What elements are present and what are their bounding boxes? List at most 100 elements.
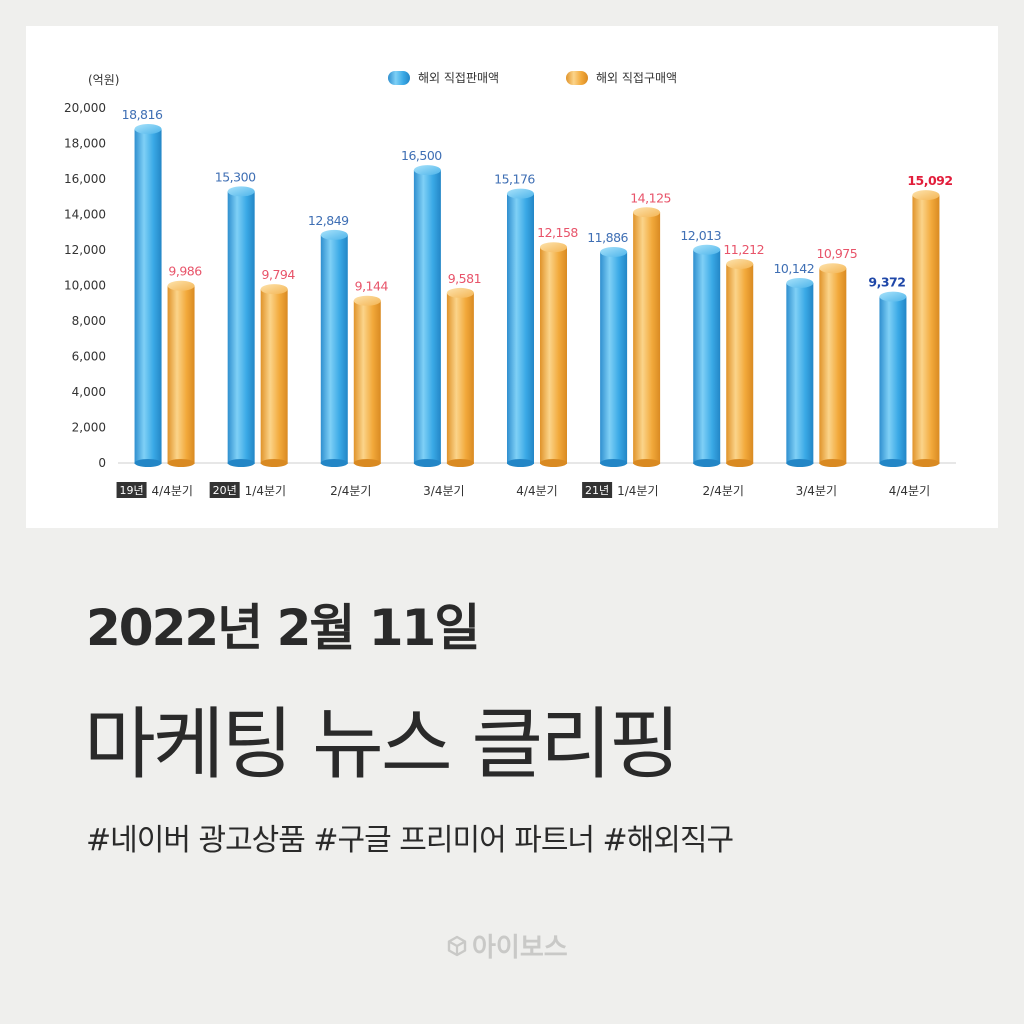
data-label: 15,300	[215, 169, 256, 184]
bar-direct-purchase-base	[633, 459, 661, 467]
bar-direct-purchase	[819, 268, 847, 464]
date-heading: 2022년 2월 11일	[86, 599, 480, 657]
legend: 해외 직접판매액 해외 직접구매액	[388, 71, 677, 85]
y-tick-label: 16,000	[64, 172, 106, 186]
bar-direct-purchase-base	[912, 459, 940, 467]
bar-direct-sales-base	[600, 459, 628, 467]
bar-direct-purchase-cap	[260, 284, 288, 295]
axis-group: (억원) 0 2,000 4,000 6,000 8,000 10,000 12,000 14,…	[64, 73, 956, 498]
x-tick-label: 4/4분기	[152, 484, 193, 498]
bar-direct-purchase-base	[446, 459, 474, 467]
chart-card: (억원) 0 2,000 4,000 6,000 8,000 10,000 12,000 14,…	[26, 26, 998, 528]
bar-direct-purchase	[726, 263, 754, 464]
bar-chart: (억원) 0 2,000 4,000 6,000 8,000 10,000 12,000 14,…	[64, 71, 956, 498]
data-label: 15,176	[494, 172, 535, 187]
brand-logo: 아이보스	[446, 927, 568, 964]
bar-direct-sales-cap	[320, 229, 348, 240]
bar-direct-sales	[507, 193, 534, 464]
bar-direct-purchase-cap	[912, 190, 940, 201]
data-label: 9,794	[262, 267, 296, 282]
data-label: 10,142	[773, 261, 814, 276]
y-tick-label: 0	[98, 456, 106, 470]
data-label: 9,986	[168, 264, 202, 279]
year-tag-box	[582, 482, 613, 498]
x-tick-label: 4/4분기	[516, 484, 557, 498]
bar-direct-purchase-cap	[819, 263, 847, 274]
x-tick-label: 3/4분기	[423, 484, 464, 498]
bar-direct-purchase-base	[819, 459, 847, 467]
bar-direct-purchase-base	[353, 459, 381, 467]
hashtag-line: #네이버 광고상품 #구글 프리미어 파트너 #해외직구	[86, 823, 734, 858]
x-tick-label: 2/4분기	[330, 484, 371, 498]
data-label: 9,144	[355, 279, 389, 294]
bar-direct-sales	[600, 252, 628, 464]
y-tick-label: 4,000	[72, 385, 106, 399]
bar-direct-sales-base	[507, 459, 534, 467]
data-label: 12,013	[680, 228, 721, 243]
data-label: 10,975	[816, 246, 857, 261]
legend-label-direct-purchase: 해외 직접구매액	[596, 71, 677, 85]
bar-direct-sales-cap	[227, 186, 255, 197]
bar-direct-sales-cap	[600, 247, 628, 258]
bar-direct-sales	[134, 129, 162, 464]
data-label: 9,581	[448, 271, 481, 286]
x-tick-label: 2/4분기	[703, 484, 744, 498]
page-title: 마케팅 뉴스 클리핑	[84, 700, 681, 790]
y-tick-label: 2,000	[72, 421, 106, 435]
bar-direct-sales	[693, 249, 721, 464]
year-tag-box	[116, 482, 147, 498]
cube-logo-icon	[446, 935, 468, 957]
bar-direct-purchase-cap	[446, 287, 474, 298]
bar-direct-purchase	[633, 212, 661, 464]
data-label: 15,092	[907, 173, 952, 188]
bar-direct-sales-base	[879, 459, 907, 467]
bar-direct-purchase	[353, 300, 381, 464]
year-tag-box	[209, 482, 240, 498]
y-tick-label: 8,000	[72, 314, 106, 328]
data-label: 11,886	[587, 230, 628, 245]
y-tick-label: 18,000	[64, 137, 106, 151]
bar-direct-purchase	[167, 285, 195, 464]
bar-direct-sales-cap	[786, 277, 814, 288]
bar-direct-sales-base	[693, 459, 721, 467]
data-label: 12,849	[308, 213, 349, 228]
bar-direct-sales-cap	[134, 124, 162, 135]
x-tick-label: 1/4분기	[617, 484, 658, 498]
bars-group	[134, 124, 940, 467]
bar-direct-purchase-base	[260, 459, 288, 467]
y-tick-label: 6,000	[72, 350, 106, 364]
data-label: 9,372	[868, 275, 905, 290]
bar-direct-sales-base	[320, 459, 348, 467]
bar-direct-sales-base	[134, 459, 162, 467]
bar-direct-sales-base	[227, 459, 255, 467]
x-tick-label: 4/4분기	[889, 484, 930, 498]
data-label: 12,158	[537, 225, 578, 240]
bar-direct-purchase-cap	[633, 207, 661, 218]
bar-direct-purchase-cap	[540, 242, 567, 253]
bar-direct-sales	[786, 282, 814, 464]
bar-direct-purchase-base	[167, 459, 195, 467]
bar-direct-purchase	[260, 289, 288, 464]
bar-direct-purchase-cap	[167, 280, 195, 291]
bar-direct-sales	[320, 234, 348, 464]
bar-direct-purchase-base	[540, 459, 567, 467]
data-label: 11,212	[723, 242, 764, 257]
legend-swatch-direct-sales	[388, 71, 410, 85]
bar-direct-purchase-base	[726, 459, 754, 467]
y-tick-label: 20,000	[64, 101, 106, 115]
bar-direct-purchase	[540, 247, 567, 464]
bar-direct-sales	[413, 170, 441, 464]
labels-group: 18,816 9,986 15,300 9,794 12,849 9,144 16,500 9…	[122, 107, 953, 294]
legend-label-direct-sales: 해외 직접판매액	[418, 71, 499, 85]
y-tick-label: 14,000	[64, 208, 106, 222]
data-label: 18,816	[122, 107, 163, 122]
bar-direct-sales-base	[413, 459, 441, 467]
legend-swatch-direct-purchase	[566, 71, 588, 85]
data-label: 14,125	[630, 190, 671, 205]
year-tag-label: 20년	[213, 484, 237, 497]
bar-direct-purchase	[912, 195, 940, 464]
x-tick-label: 3/4분기	[796, 484, 837, 498]
bar-direct-purchase-cap	[353, 295, 381, 306]
bar-direct-sales-cap	[693, 244, 721, 255]
y-axis-unit-label: (억원)	[88, 73, 119, 87]
